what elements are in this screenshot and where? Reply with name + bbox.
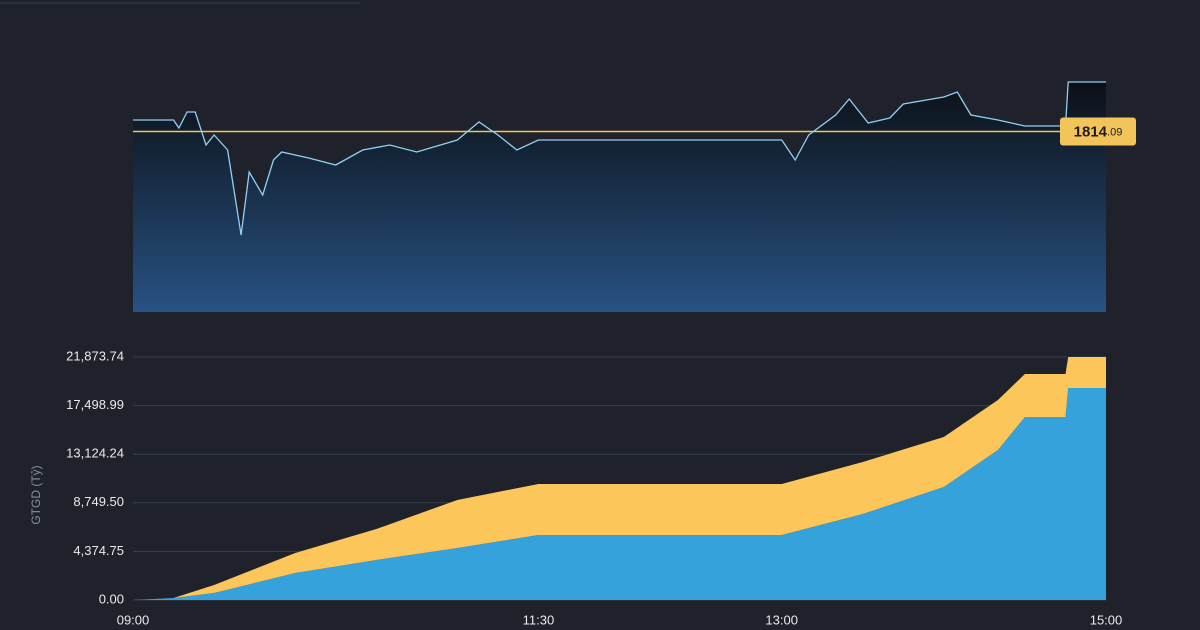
area-series (133, 388, 1106, 600)
y-tick-label: 8,749.50 (73, 494, 124, 509)
y-tick-label: 17,498.99 (66, 397, 124, 412)
area-series (133, 357, 1106, 600)
x-tick-label: 13:00 (765, 612, 798, 627)
price-badge (1060, 117, 1136, 146)
x-tick-label: 15:00 (1090, 612, 1123, 627)
y-tick-label: 4,374.75 (73, 543, 124, 558)
price-badge-int: 1814 (1074, 123, 1108, 140)
y-tick-label: 13,124.24 (66, 446, 124, 461)
price-badge-label: 1814.09 (1074, 123, 1123, 140)
price-line (133, 81, 1106, 236)
y-axis-label: GTGD (Tỷ) (29, 465, 43, 524)
y-tick-label: 21,873.74 (66, 348, 124, 363)
x-tick-label: 11:30 (523, 612, 555, 627)
price-area (133, 82, 1106, 312)
x-tick-label: 09:00 (117, 612, 150, 627)
y-tick-label: 0.00 (99, 591, 124, 606)
price-badge-dec: .09 (1107, 126, 1122, 138)
